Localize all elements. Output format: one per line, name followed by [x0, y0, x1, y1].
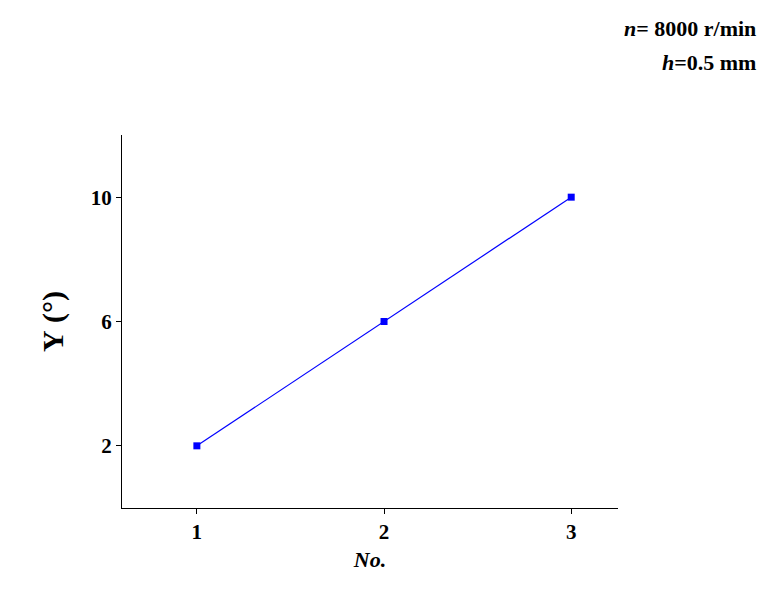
- svg-text:h=0.5 mm: h=0.5 mm: [662, 50, 756, 75]
- svg-text:No.: No.: [353, 547, 386, 572]
- svg-text:6: 6: [101, 310, 112, 334]
- svg-text:10: 10: [91, 186, 112, 210]
- svg-text:n= 8000 r/min: n= 8000 r/min: [624, 16, 756, 41]
- svg-text:3: 3: [566, 520, 577, 544]
- svg-text:Υ (°): Υ (°): [36, 291, 70, 352]
- svg-text:2: 2: [379, 520, 390, 544]
- svg-text:1: 1: [192, 520, 203, 544]
- svg-text:2: 2: [101, 434, 112, 458]
